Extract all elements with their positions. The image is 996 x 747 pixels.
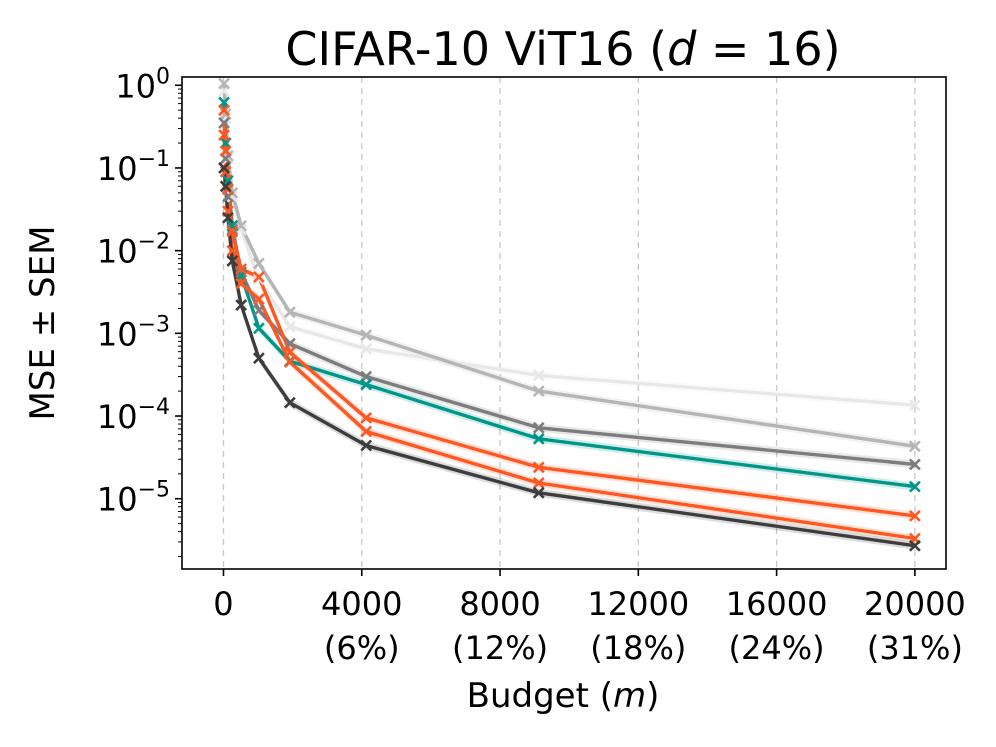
y-tick-label-base: 10 xyxy=(97,481,138,519)
y-tick-label: 10−1 xyxy=(97,147,170,188)
y-tick-label-exponent: 0 xyxy=(156,64,170,89)
x-axis-label-prefix: Budget ( xyxy=(467,676,613,716)
marker-series-7 xyxy=(218,162,230,174)
marker-series-7 xyxy=(219,180,232,193)
chart-title: CIFAR-10 ViT16 (d = 16) xyxy=(285,22,840,76)
marker-series-2 xyxy=(283,306,296,319)
marker-series-3 xyxy=(235,266,248,279)
line-series-3 xyxy=(222,122,916,467)
line-series-7 xyxy=(222,167,916,548)
chart-title-prefix: CIFAR-10 ViT16 ( xyxy=(285,22,667,76)
chart-title-variable: d xyxy=(667,22,697,76)
marker-series-5 xyxy=(226,225,239,238)
marker-series-4 xyxy=(532,432,545,445)
y-tick-label-exponent: −2 xyxy=(138,230,170,255)
x-tick-sublabel: (6%) xyxy=(324,629,400,667)
marker-series-7 xyxy=(221,211,234,224)
marker-series-1 xyxy=(235,223,248,236)
x-axis-label-variable: m xyxy=(613,676,646,716)
x-axis-label-suffix: ) xyxy=(646,676,659,716)
marker-series-2 xyxy=(235,219,248,232)
marker-series-7 xyxy=(360,439,373,452)
sem-bands xyxy=(224,79,915,550)
y-tick-label-base: 10 xyxy=(97,233,138,271)
plot-frame xyxy=(181,76,947,570)
marker-series-1 xyxy=(283,320,296,333)
marker-series-7 xyxy=(908,539,921,552)
marker-series-2 xyxy=(908,440,921,453)
marker-series-7 xyxy=(532,486,545,499)
y-tick-label-exponent: −4 xyxy=(138,395,170,420)
marker-series-5 xyxy=(360,411,373,424)
y-tick-label: 10−2 xyxy=(97,230,170,271)
marker-series-7 xyxy=(235,299,248,311)
x-tick-sublabel: (12%) xyxy=(452,629,548,667)
marker-series-5 xyxy=(219,145,232,157)
marker-series-3 xyxy=(908,458,921,471)
y-tick-label: 100 xyxy=(115,64,170,105)
x-tick-sublabel: (24%) xyxy=(729,629,825,667)
marker-series-2 xyxy=(360,329,373,342)
x-tick-label: 16000 xyxy=(726,585,828,623)
marker-series-1 xyxy=(226,190,239,203)
y-tick-label-base: 10 xyxy=(97,150,138,188)
sem-band-series-3 xyxy=(224,118,915,469)
marker-series-1 xyxy=(908,399,921,412)
y-tick-label-base: 10 xyxy=(97,315,138,353)
marker-series-5 xyxy=(218,104,230,117)
marker-series-7 xyxy=(226,255,239,267)
x-tick-label: 12000 xyxy=(587,585,689,623)
y-tick-label-exponent: −3 xyxy=(138,312,170,337)
marker-series-1 xyxy=(360,342,373,355)
marker-series-5 xyxy=(532,461,545,474)
marker-series-7 xyxy=(283,396,296,409)
x-tick-sublabel: (31%) xyxy=(867,629,963,667)
y-tick-label-exponent: −5 xyxy=(138,478,170,503)
marker-series-4 xyxy=(252,322,265,335)
y-tick-label-exponent: −1 xyxy=(138,147,170,172)
marker-series-1 xyxy=(532,369,545,382)
marker-series-3 xyxy=(218,117,230,129)
marker-series-3 xyxy=(283,337,296,350)
marker-series-5 xyxy=(235,263,248,275)
chart-title-suffix: = 16) xyxy=(696,22,840,76)
x-axis-ticks: 0 4000 (6%) 8000 (12%) 12000 (18%) 16000 (24%) 20… xyxy=(213,569,966,667)
marker-series-3 xyxy=(226,223,239,236)
marker-series-2 xyxy=(218,77,230,90)
marker-series-3 xyxy=(532,421,545,434)
x-tick-label: 0 xyxy=(213,585,233,623)
marker-series-1 xyxy=(252,273,265,286)
y-tick-label: 10−5 xyxy=(97,478,170,519)
marker-series-5 xyxy=(252,271,265,283)
series-markers xyxy=(218,77,921,552)
marker-series-6 xyxy=(283,356,296,368)
marker-series-4 xyxy=(360,378,373,391)
marker-series-2 xyxy=(532,385,545,398)
y-tick-label-base: 10 xyxy=(115,67,156,105)
marker-series-5 xyxy=(908,509,921,522)
x-axis-label: Budget (m) xyxy=(467,676,660,716)
marker-series-6 xyxy=(226,244,239,257)
marker-series-6 xyxy=(360,425,373,438)
x-gridlines xyxy=(222,77,916,569)
y-tick-label-base: 10 xyxy=(97,398,138,436)
y-tick-label: 10−3 xyxy=(97,312,170,353)
marker-series-6 xyxy=(235,277,248,290)
marker-series-2 xyxy=(252,257,265,270)
y-tick-label: 10−4 xyxy=(97,395,170,436)
marker-series-6 xyxy=(252,293,265,305)
x-tick-label: 4000 xyxy=(321,585,402,623)
marker-series-3 xyxy=(252,304,265,317)
x-tick-label: 20000 xyxy=(864,585,966,623)
y-axis-label: MSE ± SEM xyxy=(23,226,63,421)
x-tick-label: 8000 xyxy=(459,585,540,623)
marker-series-7 xyxy=(252,352,265,365)
x-tick-sublabel: (18%) xyxy=(590,629,686,667)
marker-series-5 xyxy=(283,346,296,359)
marker-series-6 xyxy=(218,129,230,141)
marker-series-6 xyxy=(532,477,545,489)
marker-series-4 xyxy=(908,480,921,493)
